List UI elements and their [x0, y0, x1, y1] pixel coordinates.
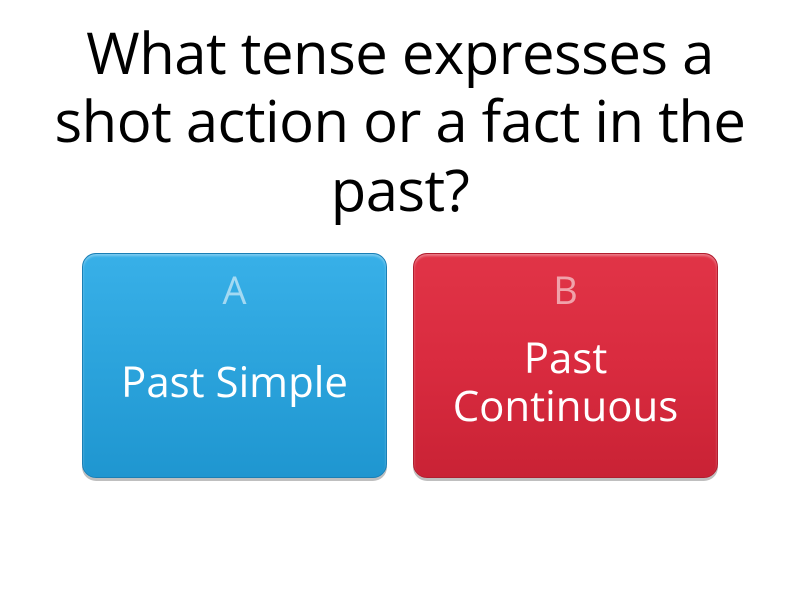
option-a-letter: A: [222, 264, 246, 316]
question-text: What tense expresses a shot action or a …: [0, 0, 800, 223]
option-b-button[interactable]: B Past Continuous: [413, 253, 718, 478]
option-b-letter: B: [553, 264, 578, 316]
options-container: A Past Simple B Past Continuous: [82, 253, 718, 478]
option-b-text: Past Continuous: [414, 316, 717, 477]
option-a-text: Past Simple: [101, 316, 368, 477]
option-a-button[interactable]: A Past Simple: [82, 253, 387, 478]
